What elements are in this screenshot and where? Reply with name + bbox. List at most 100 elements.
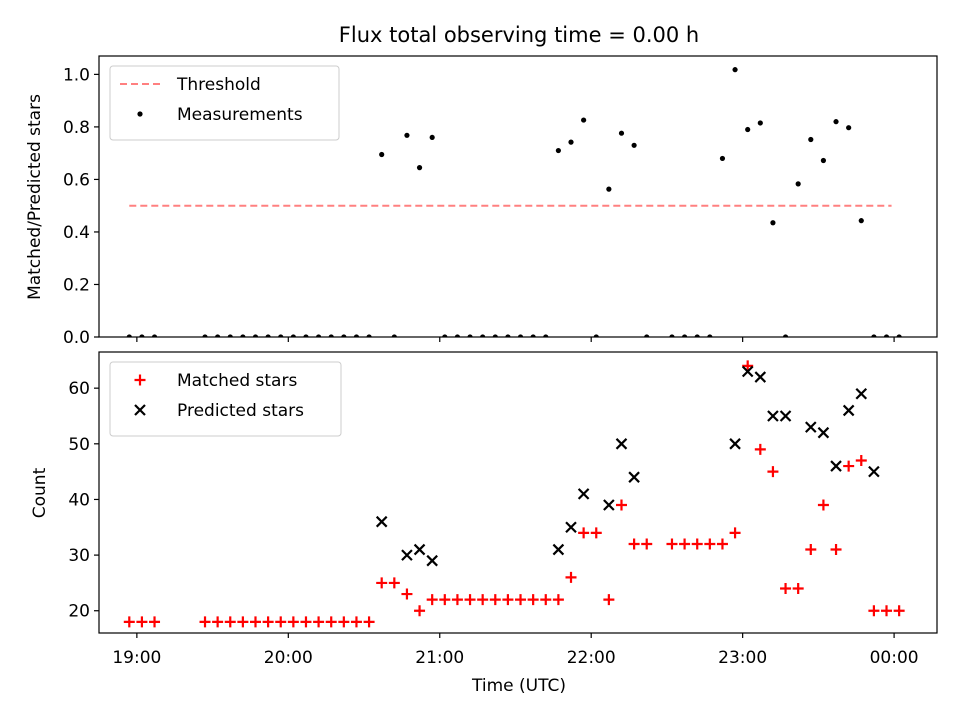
- measurement-point: [341, 334, 347, 337]
- measurement-point: [896, 334, 902, 337]
- legend-box: [109, 361, 342, 437]
- measurement-point: [871, 334, 877, 337]
- top-y-axis-label: Matched/Predicted stars: [25, 94, 45, 300]
- measurement-point: [202, 334, 208, 337]
- matched-point: [464, 594, 476, 606]
- legend-label: Matched stars: [177, 371, 297, 391]
- measurement-point: [770, 220, 776, 226]
- measurement-point: [442, 334, 448, 337]
- measurement-point: [505, 334, 511, 337]
- measurement-point: [278, 334, 284, 337]
- measurement-point: [480, 334, 486, 337]
- y-tick-label: 30: [68, 546, 90, 566]
- matched-point: [489, 594, 501, 606]
- measurement-point: [833, 119, 839, 125]
- matched-point: [136, 616, 148, 628]
- predicted-point: [729, 438, 741, 450]
- measurement-point: [366, 334, 372, 337]
- measurement-point: [517, 334, 524, 337]
- measurement-point: [240, 334, 246, 337]
- y-tick-label: 50: [68, 435, 90, 455]
- measurement-point: [416, 165, 423, 171]
- legend-handle: [137, 111, 143, 117]
- measurement-point: [581, 117, 587, 123]
- matched-point: [855, 455, 867, 467]
- measurement-point: [681, 334, 688, 337]
- measurement-point: [568, 139, 574, 145]
- matched-point: [313, 616, 325, 628]
- matched-point: [338, 616, 350, 628]
- matched-point: [199, 616, 211, 628]
- x-tick-label: 00:00: [870, 648, 919, 668]
- predicted-point: [401, 549, 413, 561]
- measurement-point: [707, 334, 713, 337]
- y-tick-label: 60: [68, 379, 90, 399]
- measurement-point: [883, 334, 890, 337]
- predicted-point: [603, 499, 615, 511]
- measurement-point: [618, 130, 625, 136]
- matched-point: [641, 538, 653, 550]
- matched-point: [149, 616, 161, 628]
- matched-point: [780, 582, 792, 594]
- measurement-point: [732, 67, 738, 73]
- matched-point: [123, 616, 135, 628]
- matched-point: [224, 616, 236, 628]
- measurement-point: [530, 334, 536, 337]
- matched-point: [287, 616, 299, 628]
- measurement-point: [820, 157, 827, 164]
- matched-point: [881, 605, 893, 617]
- predicted-point: [577, 488, 590, 500]
- measurement-point: [391, 334, 397, 337]
- matched-point: [414, 605, 426, 617]
- x-tick-label: 20:00: [264, 648, 313, 668]
- matched-point: [729, 527, 741, 539]
- measurement-point: [492, 334, 498, 337]
- matched-point: [439, 594, 451, 606]
- measurement-point: [858, 218, 864, 224]
- measurement-point: [379, 151, 385, 158]
- matched-point: [843, 460, 855, 472]
- y-tick-label: 40: [68, 490, 90, 510]
- matched-point: [552, 594, 564, 606]
- measurement-point: [454, 334, 461, 337]
- measurement-point: [644, 334, 650, 337]
- matched-point: [603, 594, 615, 606]
- measurement-point: [555, 147, 561, 154]
- matched-point: [275, 616, 287, 628]
- measurement-point: [593, 334, 599, 337]
- measurement-point: [669, 334, 675, 337]
- x-axis-label: Time (UTC): [471, 676, 566, 696]
- measurement-point: [808, 136, 814, 143]
- matched-point: [615, 499, 627, 511]
- matched-point: [376, 577, 388, 589]
- measurement-point: [227, 334, 233, 337]
- measurement-point: [543, 334, 549, 337]
- matched-point: [363, 616, 375, 628]
- matched-point: [817, 499, 829, 511]
- measurement-point: [252, 334, 259, 337]
- measurement-point: [467, 334, 473, 337]
- y-tick-label: 0.0: [63, 328, 90, 348]
- predicted-point: [426, 554, 438, 567]
- legend: Threshold Measurements: [109, 65, 340, 141]
- matched-point: [401, 588, 413, 600]
- measurement-point: [265, 334, 271, 337]
- predicted-point: [552, 543, 565, 556]
- ratio-panel: 0.0 0.2 0.4 0.6 0.8 1.0 Threshold Measurements: [63, 55, 938, 348]
- matched-point: [325, 616, 337, 628]
- matched-point: [388, 577, 400, 589]
- matched-point: [767, 466, 779, 478]
- measurement-point: [290, 334, 296, 337]
- measurement-point: [782, 334, 789, 337]
- matched-point: [237, 616, 249, 628]
- y-tick-label: 20: [68, 602, 90, 622]
- predicted-point: [565, 521, 577, 534]
- matched-point: [477, 594, 489, 606]
- legend-label: Predicted stars: [177, 401, 304, 421]
- matched-point: [578, 527, 590, 539]
- x-tick-label: 19:00: [112, 648, 161, 668]
- matched-point: [590, 527, 602, 539]
- x-tick-label: 21:00: [415, 648, 464, 668]
- predicted-point: [741, 365, 754, 378]
- matched-point: [527, 594, 539, 606]
